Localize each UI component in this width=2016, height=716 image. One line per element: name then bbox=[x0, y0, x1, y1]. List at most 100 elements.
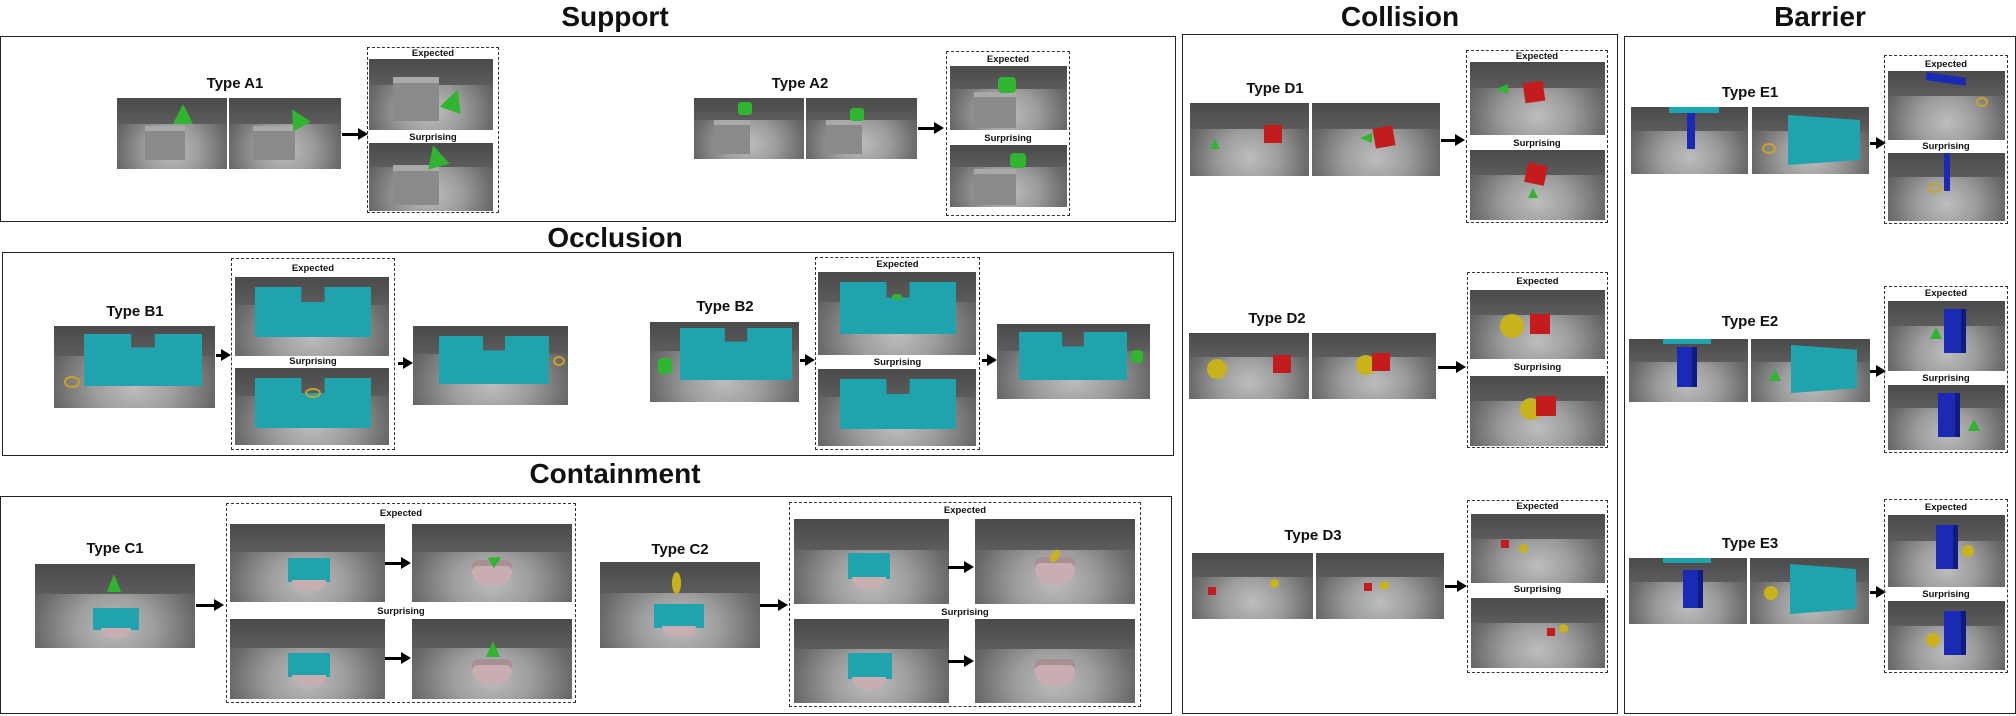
scene-e2-surprising bbox=[1888, 385, 2005, 450]
blue-barrier bbox=[1944, 153, 1950, 191]
yellow-ball bbox=[1519, 544, 1528, 553]
green-cone bbox=[439, 85, 469, 115]
surprising-label: Surprising bbox=[1513, 138, 1561, 149]
scene-b2-start bbox=[650, 322, 799, 402]
d2-outcome-box bbox=[1467, 272, 1608, 448]
scene-c2-start bbox=[600, 562, 760, 648]
teal-screen bbox=[654, 604, 704, 628]
expected-label: Expected bbox=[379, 508, 423, 519]
scene-c2-surprising-b bbox=[975, 619, 1135, 703]
scene-a1-surprising bbox=[369, 143, 493, 211]
e3-outcome-box bbox=[1884, 499, 2008, 673]
yellow-ring bbox=[1762, 143, 1776, 154]
green-cube bbox=[1010, 153, 1026, 168]
yellow-ball bbox=[1270, 579, 1279, 588]
scene-e2-start bbox=[1629, 339, 1748, 402]
green-cube bbox=[738, 102, 752, 115]
scene-d3-start bbox=[1192, 553, 1313, 619]
red-cube bbox=[1208, 587, 1216, 595]
scene-a1-start bbox=[117, 98, 227, 169]
type-b2-label: Type B2 bbox=[696, 298, 754, 315]
scene-c1-expected-a bbox=[230, 524, 385, 602]
green-cone bbox=[1528, 188, 1538, 198]
scene-d2-expected bbox=[1470, 290, 1605, 359]
pink-bowl bbox=[662, 626, 696, 636]
surprising-label: Surprising bbox=[873, 357, 922, 368]
green-cone bbox=[1968, 419, 1980, 431]
expected-label: Expected bbox=[1515, 51, 1559, 62]
gray-box bbox=[826, 120, 862, 154]
scene-c2-surprising-a bbox=[794, 619, 949, 703]
scene-a2-mid bbox=[806, 98, 917, 159]
scene-c1-expected-b bbox=[412, 524, 572, 602]
gray-box bbox=[393, 165, 439, 205]
scene-d3-surprising bbox=[1471, 598, 1605, 668]
green-cube bbox=[998, 77, 1016, 93]
expected-label: Expected bbox=[986, 54, 1030, 65]
a1-outcome-box bbox=[367, 47, 499, 213]
section-title-barrier: Barrier bbox=[1774, 1, 1866, 32]
scene-d3-expected bbox=[1471, 514, 1605, 583]
surprising-label: Surprising bbox=[1922, 141, 1970, 152]
gray-box bbox=[974, 169, 1016, 205]
green-cone bbox=[107, 574, 121, 592]
section-title-occlusion: Occlusion bbox=[547, 222, 683, 253]
scene-a2-start bbox=[694, 98, 804, 159]
blue-block bbox=[1677, 347, 1697, 387]
expected-label: Expected bbox=[943, 505, 987, 516]
surprising-label: Surprising bbox=[377, 606, 425, 617]
type-e1-label: Type E1 bbox=[1721, 84, 1779, 101]
expected-label: Expected bbox=[1924, 288, 1968, 299]
yellow-ball bbox=[1500, 314, 1524, 338]
yellow-ball bbox=[1764, 586, 1778, 600]
d3-outcome-box bbox=[1467, 500, 1608, 673]
surprising-label: Surprising bbox=[941, 607, 989, 618]
type-e2-label: Type E2 bbox=[1721, 313, 1779, 330]
yellow-ring bbox=[305, 388, 321, 398]
expected-label: Expected bbox=[1924, 59, 1968, 70]
gray-box bbox=[145, 126, 185, 160]
red-cube bbox=[1547, 628, 1555, 636]
scene-d1-surprising bbox=[1470, 150, 1605, 220]
gray-box bbox=[253, 126, 295, 160]
green-cone bbox=[422, 143, 450, 170]
yellow-ball bbox=[1356, 355, 1376, 375]
blue-block bbox=[1938, 393, 1960, 437]
red-cube bbox=[1536, 396, 1556, 416]
expected-label: Expected bbox=[411, 48, 455, 59]
scene-d2-mid bbox=[1312, 333, 1436, 399]
scene-e1-mid bbox=[1752, 107, 1869, 174]
teal-wall bbox=[439, 336, 549, 384]
red-cube bbox=[1501, 540, 1509, 548]
pink-bowl bbox=[292, 580, 326, 590]
type-c2-label: Type C2 bbox=[651, 541, 709, 558]
red-cube bbox=[1530, 314, 1550, 334]
yellow-ring bbox=[553, 356, 565, 366]
section-title-containment: Containment bbox=[529, 458, 701, 489]
scene-d1-mid bbox=[1312, 103, 1440, 176]
red-cube bbox=[1364, 583, 1372, 591]
yellow-ring bbox=[1976, 97, 1988, 107]
type-a2-label: Type A2 bbox=[771, 75, 829, 92]
scene-e1-surprising bbox=[1888, 153, 2005, 221]
surprising-label: Surprising bbox=[1513, 584, 1562, 595]
scene-b2-end bbox=[997, 324, 1150, 399]
yellow-ring bbox=[1928, 183, 1942, 193]
yellow-ring bbox=[64, 376, 80, 388]
e1-outcome-box bbox=[1884, 55, 2008, 224]
scene-b1-start bbox=[54, 326, 215, 408]
blue-block bbox=[1683, 570, 1703, 608]
surprising-label: Surprising bbox=[1922, 589, 1970, 600]
teal-wall bbox=[680, 328, 792, 380]
scene-b2-surprising bbox=[818, 369, 976, 446]
expected-label: Expected bbox=[1516, 276, 1559, 287]
scene-e3-expected bbox=[1888, 515, 2005, 587]
scene-e3-surprising bbox=[1888, 601, 2005, 670]
blue-barrier bbox=[1687, 113, 1695, 149]
green-cone bbox=[1360, 133, 1372, 143]
type-e3-label: Type E3 bbox=[1721, 535, 1779, 552]
scene-b1-surprising bbox=[235, 368, 389, 445]
type-d3-label: Type D3 bbox=[1284, 527, 1342, 544]
red-cube bbox=[1524, 162, 1548, 186]
green-cylinder bbox=[892, 294, 902, 300]
